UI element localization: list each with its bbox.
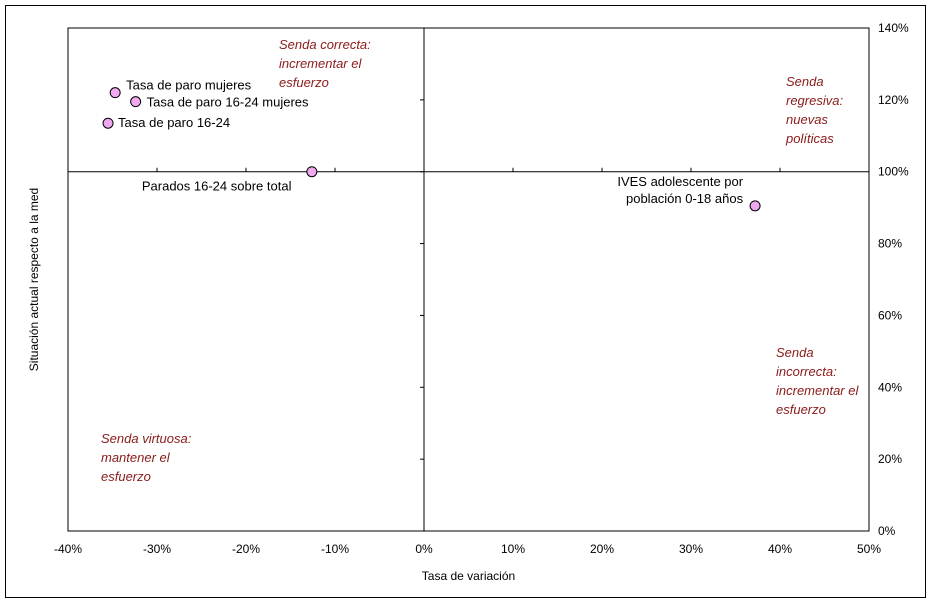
x-tick-label: -30% [143,542,171,556]
data-point-label: Tasa de paro 16-24 [118,115,230,130]
y-tick-label: 140% [878,21,909,35]
y-tick-label: 20% [878,452,902,466]
plot-area [67,27,870,532]
quadrant-note-line: incrementar el [279,56,362,71]
data-point [109,87,121,99]
data-point [102,117,114,129]
data-point-label: Parados 16-24 sobre total [142,179,292,194]
y-tick-label: 100% [878,165,909,179]
quadrant-note-line: Senda [776,345,814,360]
x-tick-label: -40% [54,542,82,556]
y-tick-label: 60% [878,308,902,322]
quadrant-note-line: mantener el [101,450,171,465]
x-tick-label: 20% [590,542,614,556]
data-point-label: Tasa de paro 16-24 mujeres [147,95,309,110]
quadrant-note-line: esfuerzo [101,469,151,484]
quadrant-note-correcta: Senda correcta: incrementar el esfuerzo [279,37,371,90]
data-point-label-line: población 0-18 años [626,191,744,206]
data-point [130,96,142,108]
quadrant-note-line: esfuerzo [279,75,329,90]
quadrant-note-line: Senda correcta: [279,37,371,52]
quadrant-note-incorrecta: Senda incorrecta: incrementar el esfuerzo [776,345,859,417]
quadrant-note-line: nuevas [786,112,828,127]
x-tick-label: 0% [415,542,433,556]
quadrant-note-line: políticas [785,131,834,146]
data-point-label: Tasa de paro mujeres [126,78,252,93]
y-tick-label: 40% [878,380,902,394]
quadrant-note-line: regresiva: [786,93,843,108]
quadrant-note-line: incrementar el [776,383,859,398]
y-tick-label: 0% [878,524,896,538]
quadrant-note-line: esfuerzo [776,402,826,417]
x-tick-label: -20% [232,542,260,556]
x-tick-label: 30% [679,542,703,556]
quadrant-note-regresiva: Senda regresiva: nuevas políticas [785,74,843,146]
quadrant-note-virtuosa: Senda virtuosa: mantener el esfuerzo [101,431,192,484]
x-tick-label: -10% [321,542,349,556]
x-tick-label: 50% [857,542,881,556]
y-tick-label: 120% [878,93,909,107]
y-axis-title: Situación actual respecto a la med [27,188,41,371]
data-point [749,200,761,212]
quadrant-note-line: incorrecta: [776,364,837,379]
x-tick-label: 40% [768,542,792,556]
data-point-label-line: IVES adolescente por [617,174,743,189]
quadrant-note-line: Senda virtuosa: [101,431,192,446]
x-axis-title: Tasa de variación [422,569,515,583]
chart-frame [5,5,926,598]
y-tick-label: 80% [878,237,902,251]
data-point-label: IVES adolescente por población 0-18 años [617,174,743,206]
x-tick-label: 10% [501,542,525,556]
data-point [306,166,318,178]
quadrant-note-line: Senda [786,74,824,89]
